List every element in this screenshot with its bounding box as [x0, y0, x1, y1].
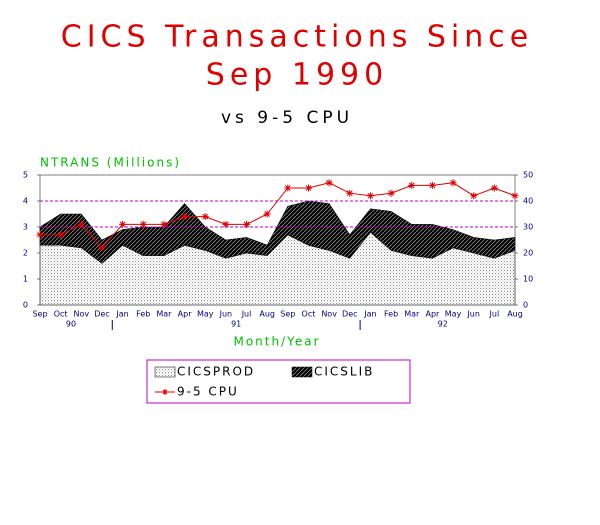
x-axis-label: Month/Year — [233, 335, 320, 349]
y2-tick-label: 0 — [523, 301, 528, 310]
x-tick-label: May — [197, 310, 214, 319]
x-tick-label: Jan — [363, 310, 376, 319]
x-tick-label: Jul — [241, 310, 252, 319]
chart-subtitle: vs 9-5 CPU — [221, 108, 353, 128]
x-tick-label: Sep — [32, 310, 47, 319]
marker — [160, 220, 168, 228]
year-label: 92 — [438, 320, 448, 329]
x-tick-label: Jul — [489, 310, 500, 319]
y-tick-label: 3 — [23, 223, 28, 232]
x-tick-label: Jan — [115, 310, 128, 319]
x-tick-label: Oct — [302, 310, 316, 319]
marker — [57, 231, 65, 239]
marker — [325, 179, 333, 187]
legend-swatch — [291, 366, 313, 378]
x-tick-label: May — [445, 310, 462, 319]
marker — [284, 184, 292, 192]
x-tick-label: Apr — [425, 310, 440, 319]
year-label: 91 — [231, 320, 241, 329]
marker — [181, 213, 189, 221]
x-tick-label: Mar — [404, 310, 420, 319]
marker — [387, 189, 395, 197]
marker — [428, 181, 436, 189]
x-tick-label: Apr — [178, 310, 193, 319]
plot-frame — [39, 174, 516, 306]
marker — [201, 213, 209, 221]
y-tick-label: 4 — [23, 197, 28, 206]
x-tick-label: Jun — [219, 310, 233, 319]
x-tick-label: Sep — [280, 310, 295, 319]
y-tick-label: 5 — [23, 171, 28, 180]
marker — [222, 220, 230, 228]
legend-box — [146, 359, 411, 404]
marker — [366, 192, 374, 200]
x-tick-label: Nov — [73, 310, 89, 319]
y-tick-label: 2 — [23, 249, 28, 258]
legend-label: 9-5 CPU — [177, 385, 239, 399]
y2-tick-label: 40 — [523, 197, 533, 206]
marker — [243, 220, 251, 228]
marker — [304, 184, 312, 192]
chart-title: Sep 1990 — [206, 58, 388, 93]
x-tick-label: Aug — [507, 310, 523, 319]
marker — [449, 179, 457, 187]
y-tick-label: 1 — [23, 275, 28, 284]
legend-label: CICSLIB — [314, 365, 374, 379]
marker — [139, 220, 147, 228]
legend-swatch — [162, 389, 168, 395]
marker — [511, 192, 519, 200]
x-tick-label: Oct — [54, 310, 68, 319]
y-tick-label: 0 — [23, 301, 28, 310]
y2-tick-label: 30 — [523, 223, 533, 232]
x-tick-label: Nov — [321, 310, 337, 319]
marker — [77, 220, 85, 228]
marker — [119, 220, 127, 228]
y-axis-label: NTRANS (Millions) — [40, 156, 181, 170]
marker — [470, 192, 478, 200]
marker — [36, 231, 44, 239]
legend-swatch — [154, 366, 176, 378]
legend-label: CICSPROD — [177, 365, 255, 379]
y2-tick-label: 10 — [523, 275, 533, 284]
x-tick-label: Jun — [466, 310, 480, 319]
marker — [346, 189, 354, 197]
x-tick-label: Dec — [94, 310, 109, 319]
x-tick-label: Dec — [342, 310, 357, 319]
x-tick-label: Aug — [259, 310, 275, 319]
x-tick-label: Mar — [156, 310, 172, 319]
x-tick-label: Feb — [384, 310, 398, 319]
x-tick-label: Feb — [136, 310, 150, 319]
marker — [490, 184, 498, 192]
chart-title: CICS Transactions Since — [61, 20, 533, 55]
year-label: 90 — [66, 320, 76, 329]
marker — [98, 244, 106, 252]
marker — [408, 181, 416, 189]
marker — [263, 210, 271, 218]
y2-tick-label: 50 — [523, 171, 533, 180]
y2-tick-label: 20 — [523, 249, 533, 258]
